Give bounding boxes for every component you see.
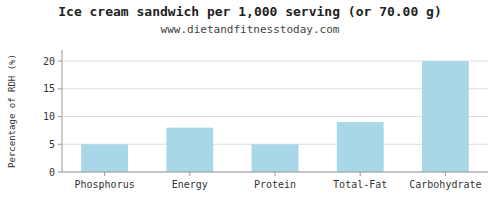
chart-container: Ice cream sandwich per 1,000 serving (or… bbox=[0, 0, 500, 200]
bar bbox=[166, 128, 213, 172]
title: Ice cream sandwich per 1,000 serving (or… bbox=[58, 4, 442, 19]
y-tick bbox=[58, 116, 62, 117]
grid bbox=[62, 61, 488, 172]
bar bbox=[337, 122, 384, 172]
y-axis-line bbox=[62, 50, 63, 172]
y-tick-label: 5 bbox=[49, 139, 55, 150]
x-tick bbox=[360, 172, 361, 176]
y-axis-label: Percentage of RDH (%) bbox=[7, 54, 17, 168]
y-tick bbox=[58, 144, 62, 145]
subtitle: www.dietandfitnesstoday.com bbox=[161, 23, 340, 36]
y-tick-label: 15 bbox=[43, 83, 55, 94]
y-tick-label: 10 bbox=[43, 111, 55, 122]
x-tick-label: Total-Fat bbox=[333, 179, 387, 190]
y-tick bbox=[58, 172, 62, 173]
bar bbox=[81, 144, 128, 172]
x-tick bbox=[275, 172, 276, 176]
x-tick-label: Carbohydrate bbox=[409, 179, 481, 190]
chart-svg: Ice cream sandwich per 1,000 serving (or… bbox=[0, 0, 500, 200]
x-tick bbox=[104, 172, 105, 176]
x-axis: Phosphorus Energy Protein Total-Fat Carbohyd… bbox=[62, 172, 488, 190]
bars bbox=[81, 61, 469, 172]
x-tick-label: Energy bbox=[172, 179, 208, 190]
x-tick bbox=[445, 172, 446, 176]
page: {"chart_data": {"type": "bar", "title": … bbox=[0, 0, 500, 200]
y-tick bbox=[58, 88, 62, 89]
y-axis: 0 5 10 15 20 bbox=[43, 50, 62, 178]
x-tick-label: Phosphorus bbox=[74, 179, 134, 190]
y-tick-label: 20 bbox=[43, 56, 55, 67]
y-tick-label: 0 bbox=[49, 167, 55, 178]
x-tick bbox=[189, 172, 190, 176]
bar bbox=[252, 144, 299, 172]
bar bbox=[422, 61, 469, 172]
y-tick bbox=[58, 61, 62, 62]
x-tick-label: Protein bbox=[254, 179, 296, 190]
